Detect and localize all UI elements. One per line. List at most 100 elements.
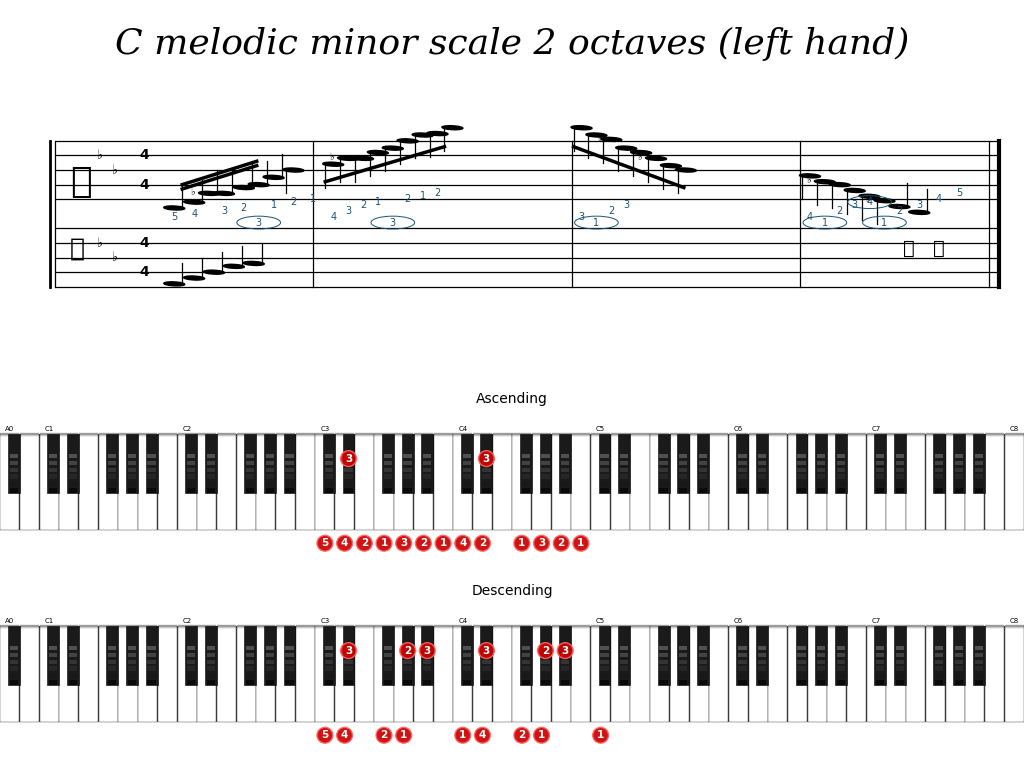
Bar xyxy=(631,625,649,627)
Text: C7: C7 xyxy=(871,618,881,624)
Bar xyxy=(738,468,746,472)
Text: 4: 4 xyxy=(866,197,872,207)
Bar xyxy=(877,488,885,493)
Text: 1: 1 xyxy=(270,200,276,210)
Bar xyxy=(561,454,569,458)
Bar xyxy=(177,624,197,629)
Bar xyxy=(186,475,196,479)
Bar xyxy=(729,625,748,627)
Bar xyxy=(955,674,964,678)
Bar xyxy=(244,434,256,493)
Bar xyxy=(749,432,768,437)
Bar xyxy=(473,433,492,435)
Bar xyxy=(1005,624,1024,628)
Bar xyxy=(276,432,295,436)
Ellipse shape xyxy=(829,183,850,187)
Text: 5: 5 xyxy=(322,730,329,740)
Bar xyxy=(985,625,1004,627)
Bar xyxy=(1005,433,1024,435)
Bar xyxy=(758,454,766,458)
Bar xyxy=(631,625,649,627)
Bar xyxy=(827,626,847,722)
Bar xyxy=(98,624,118,629)
Bar xyxy=(480,626,493,685)
Text: 2: 2 xyxy=(404,194,411,204)
Bar xyxy=(906,433,926,435)
Bar xyxy=(966,433,984,435)
Bar xyxy=(482,482,490,486)
Bar xyxy=(463,461,471,465)
Bar xyxy=(276,625,295,627)
Text: 1: 1 xyxy=(380,538,388,548)
Text: 4: 4 xyxy=(936,194,942,204)
Bar xyxy=(344,475,352,479)
Bar xyxy=(473,624,492,628)
Text: Descending: Descending xyxy=(471,584,553,598)
Bar xyxy=(768,624,787,628)
Bar xyxy=(621,468,629,472)
Bar xyxy=(493,624,512,628)
Bar xyxy=(98,432,118,436)
Text: ♭: ♭ xyxy=(329,152,334,162)
Bar xyxy=(1005,434,1024,530)
Bar xyxy=(926,433,945,435)
Bar xyxy=(710,624,728,628)
Bar xyxy=(433,433,453,435)
Text: 4: 4 xyxy=(191,209,198,219)
Bar xyxy=(177,626,197,722)
Bar xyxy=(109,475,117,479)
Bar xyxy=(79,433,98,435)
Bar xyxy=(926,433,945,435)
Bar xyxy=(650,625,670,627)
Text: 4: 4 xyxy=(807,212,813,222)
Bar xyxy=(610,432,630,436)
Bar xyxy=(98,432,118,436)
Bar xyxy=(454,625,472,627)
Bar xyxy=(532,624,551,629)
Bar xyxy=(827,624,847,628)
Bar xyxy=(217,625,236,627)
Bar xyxy=(887,625,905,627)
Bar xyxy=(621,646,629,650)
Bar xyxy=(591,625,610,627)
Bar xyxy=(827,433,847,435)
Bar xyxy=(394,625,414,627)
Bar xyxy=(973,626,985,685)
Bar xyxy=(59,624,79,628)
Bar xyxy=(9,461,18,465)
Bar xyxy=(128,667,136,671)
Bar xyxy=(945,626,965,722)
Bar xyxy=(198,433,216,435)
Bar xyxy=(49,660,57,664)
Ellipse shape xyxy=(352,157,374,161)
Bar xyxy=(9,667,18,671)
Bar xyxy=(699,475,708,479)
Bar xyxy=(866,624,886,628)
Bar xyxy=(9,475,18,479)
Bar xyxy=(1005,432,1024,437)
Text: 1: 1 xyxy=(578,538,585,548)
Bar xyxy=(610,625,630,627)
Bar xyxy=(375,624,393,628)
Bar xyxy=(217,626,236,722)
Bar xyxy=(414,625,433,627)
Bar xyxy=(827,432,847,436)
Bar xyxy=(896,653,904,657)
Bar xyxy=(887,432,905,436)
Bar xyxy=(679,475,687,479)
Bar xyxy=(40,432,58,436)
Bar xyxy=(631,433,649,435)
Text: 3: 3 xyxy=(482,454,490,464)
Bar xyxy=(237,625,256,627)
Bar xyxy=(433,624,453,629)
Bar xyxy=(945,432,965,436)
Bar xyxy=(599,434,610,493)
Bar xyxy=(532,625,551,627)
Bar xyxy=(237,433,256,435)
Bar xyxy=(276,625,295,627)
Text: 1: 1 xyxy=(822,217,828,227)
Bar xyxy=(650,625,670,627)
Bar xyxy=(463,667,471,671)
Bar xyxy=(975,454,983,458)
Text: 4: 4 xyxy=(139,265,150,280)
